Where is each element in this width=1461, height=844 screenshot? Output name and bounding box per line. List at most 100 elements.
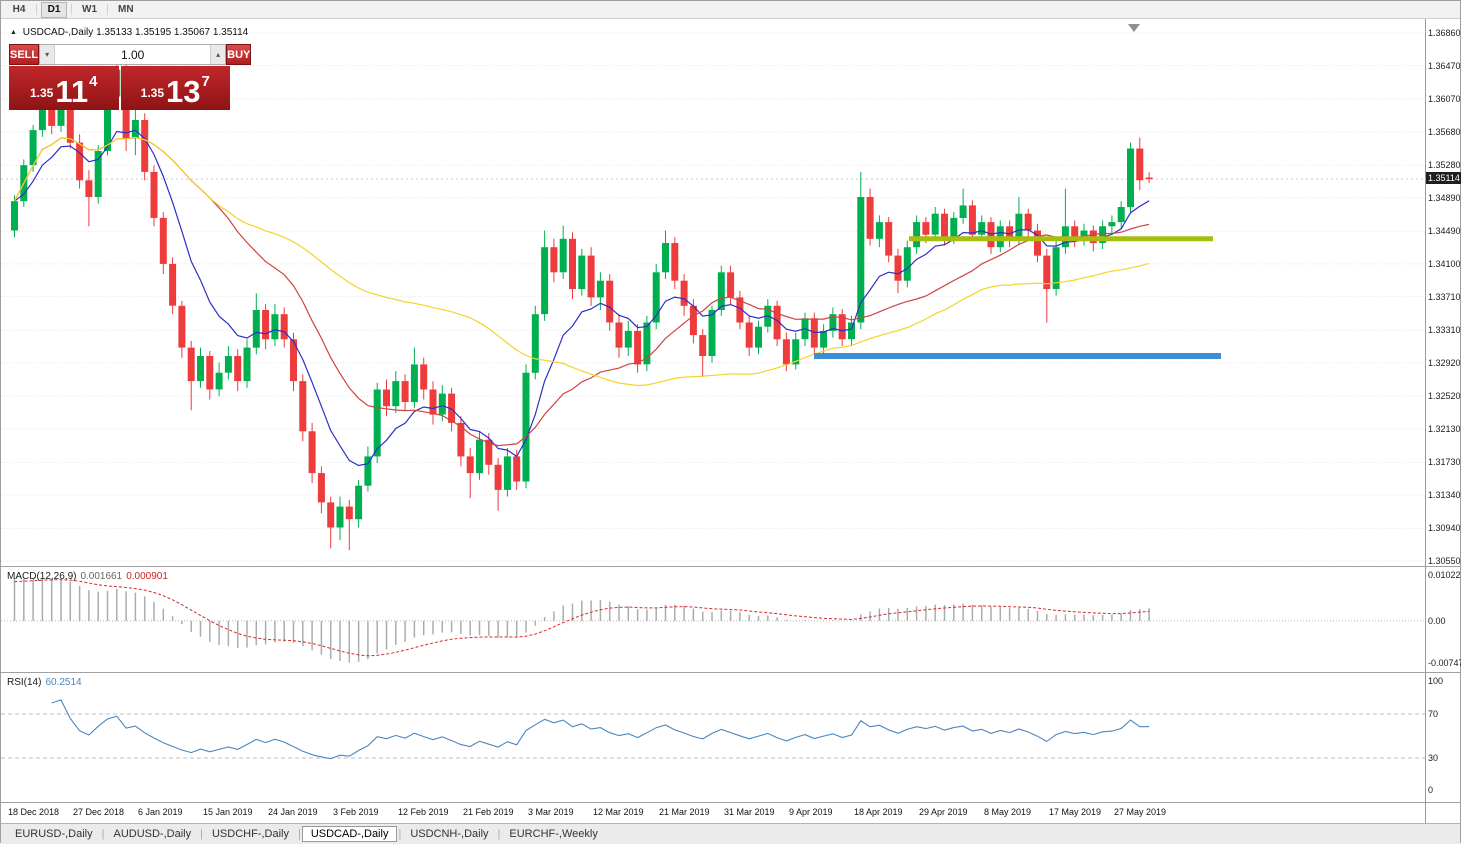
candle-body xyxy=(578,256,585,290)
date-axis-label: 8 May 2019 xyxy=(984,807,1031,817)
candle-body xyxy=(160,218,167,264)
candle-body xyxy=(253,310,260,348)
candle-body xyxy=(690,306,697,335)
price-axis-label: 1.36470 xyxy=(1428,61,1461,71)
candle-body xyxy=(904,247,911,281)
rsi-axis-label: 0 xyxy=(1428,785,1433,795)
candle-body xyxy=(1136,149,1143,181)
toolbar-separator xyxy=(107,4,108,15)
tab-separator: | xyxy=(298,828,301,840)
candle-body xyxy=(151,172,158,218)
candle-body xyxy=(225,356,232,373)
candle-body xyxy=(550,247,557,272)
candle-body xyxy=(932,214,939,235)
candle-body xyxy=(1127,149,1134,208)
chart-tab-eurchf-weekly[interactable]: EURCHF-,Weekly xyxy=(501,826,605,842)
candle-body xyxy=(727,272,734,297)
sell-price-pip: 4 xyxy=(89,73,97,90)
buy-button[interactable]: BUY xyxy=(226,44,251,65)
candle-body xyxy=(216,373,223,390)
chart-title: ▲ USDCAD-,Daily 1.35133 1.35195 1.35067 … xyxy=(10,27,248,38)
timeframe-button-w1[interactable]: W1 xyxy=(76,2,103,18)
trade-prices-row: 1.35 11 4 1.35 13 7 xyxy=(9,66,230,110)
date-axis-label: 3 Mar 2019 xyxy=(528,807,574,817)
chart-shift-marker[interactable] xyxy=(1128,24,1140,32)
candle-body xyxy=(625,331,632,348)
candle-body xyxy=(541,247,548,314)
candle-body xyxy=(262,310,269,339)
candle-body xyxy=(597,281,604,298)
volume-increase-button[interactable]: ▴ xyxy=(210,45,225,64)
volume-control: ▾ ▴ xyxy=(39,44,226,65)
candle-body xyxy=(662,243,669,272)
candle-body xyxy=(495,465,502,490)
candle-body xyxy=(476,440,483,474)
candle-body xyxy=(969,205,976,234)
rsi-axis-label: 70 xyxy=(1428,709,1438,719)
buy-price-prefix: 1.35 xyxy=(141,86,164,100)
date-axis-label: 18 Dec 2018 xyxy=(8,807,59,817)
chart-tab-audusd-daily[interactable]: AUDUSD-,Daily xyxy=(105,826,199,842)
candle-body xyxy=(188,348,195,382)
candle-body xyxy=(876,222,883,239)
timeframe-button-d1[interactable]: D1 xyxy=(41,2,67,18)
collapse-arrow-icon[interactable]: ▲ xyxy=(10,29,17,36)
candle-body xyxy=(420,364,427,389)
price-axis-label: 1.33310 xyxy=(1428,325,1461,335)
macd-axis-label: -0.00747 xyxy=(1428,658,1461,668)
timeframe-button-h4[interactable]: H4 xyxy=(6,2,32,18)
date-axis-label: 27 Dec 2018 xyxy=(73,807,124,817)
candle-body xyxy=(244,348,251,382)
buy-price-display[interactable]: 1.35 13 7 xyxy=(121,66,231,110)
one-click-trading-widget: SELL ▾ ▴ BUY 1.35 11 4 1.35 13 7 xyxy=(9,44,230,110)
candle-body xyxy=(411,364,418,402)
tab-separator: | xyxy=(398,828,401,840)
chart-tab-usdchf-daily[interactable]: USDCHF-,Daily xyxy=(204,826,297,842)
candle-body xyxy=(178,306,185,348)
date-axis-label: 21 Mar 2019 xyxy=(659,807,710,817)
candle-body xyxy=(197,356,204,381)
candle-body xyxy=(67,105,74,143)
macd-signal-value: 0.000901 xyxy=(126,571,168,582)
chart-tab-usdcnh-daily[interactable]: USDCNH-,Daily xyxy=(402,826,496,842)
candle-body xyxy=(234,356,241,381)
volume-decrease-button[interactable]: ▾ xyxy=(40,45,55,64)
candle-body xyxy=(913,222,920,247)
current-price-tag: 1.35114 xyxy=(1426,172,1461,184)
volume-input[interactable] xyxy=(55,45,210,64)
timeframe-toolbar: H4 D1 W1 MN xyxy=(1,1,1460,19)
candle-body xyxy=(346,507,353,520)
date-axis-label: 9 Apr 2019 xyxy=(789,807,833,817)
candle-body xyxy=(606,281,613,323)
price-axis-label: 1.31730 xyxy=(1428,457,1461,467)
candle-body xyxy=(867,197,874,239)
date-axis-label: 18 Apr 2019 xyxy=(854,807,903,817)
candle-body xyxy=(941,214,948,239)
candle-body xyxy=(11,201,18,230)
price-axis-label: 1.34490 xyxy=(1428,226,1461,236)
buy-price-pip: 7 xyxy=(202,73,210,90)
chart-tab-usdcad-daily[interactable]: USDCAD-,Daily xyxy=(302,826,398,842)
candle-body xyxy=(206,356,213,390)
price-axis-label: 1.35280 xyxy=(1428,160,1461,170)
sell-button[interactable]: SELL xyxy=(9,44,39,65)
timeframe-button-mn[interactable]: MN xyxy=(112,2,140,18)
candle-body xyxy=(327,502,334,527)
tab-separator: | xyxy=(200,828,203,840)
macd-chart-canvas[interactable] xyxy=(1,567,1426,672)
chart-tab-eurusd-daily[interactable]: EURUSD-,Daily xyxy=(7,826,101,842)
sell-price-display[interactable]: 1.35 11 4 xyxy=(9,66,119,110)
date-axis-label: 29 Apr 2019 xyxy=(919,807,968,817)
rsi-chart-canvas[interactable] xyxy=(1,673,1426,802)
candle-body xyxy=(169,264,176,306)
candle-body xyxy=(569,239,576,289)
candle-body xyxy=(681,281,688,306)
candle-body xyxy=(560,239,567,272)
candle-body xyxy=(309,431,316,473)
date-axis-label: 12 Mar 2019 xyxy=(593,807,644,817)
